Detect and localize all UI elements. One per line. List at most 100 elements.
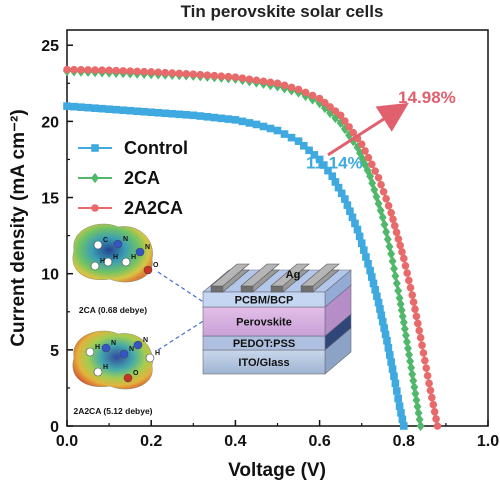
data-point: [133, 67, 141, 76]
data-point: [398, 415, 407, 424]
data-point: [252, 120, 261, 129]
data-point: [182, 69, 191, 78]
data-point: [394, 235, 403, 243]
data-point: [210, 113, 219, 122]
data-point: [388, 256, 397, 267]
legend-label-2ca: 2CA: [124, 168, 160, 188]
data-point: [394, 394, 402, 403]
data-point: [371, 286, 379, 294]
atom: [121, 257, 131, 267]
x-tick-label-4: 0.8: [393, 433, 415, 450]
y-tick-label-5: 25: [41, 38, 59, 55]
data-point: [374, 298, 383, 307]
ag-strip: [270, 263, 310, 287]
data-point: [382, 194, 390, 203]
molecule-caption-2a2ca: 2A2CA (5.12 debye): [73, 406, 152, 416]
data-point: [391, 270, 400, 282]
data-point: [259, 122, 268, 131]
layer-perovskite-label: Perovskite: [236, 317, 292, 329]
data-point: [357, 239, 366, 248]
data-point: [315, 94, 324, 103]
data-point: [196, 112, 205, 120]
data-point: [381, 330, 390, 339]
axis-ticks: 0.0 0.2 0.4 0.6 0.8 1.0 0 5 10 15 20 25: [41, 38, 499, 450]
data-point: [368, 160, 376, 169]
atom: [93, 240, 103, 250]
atom: [133, 340, 143, 350]
data-point: [387, 358, 395, 366]
data-point: [105, 66, 113, 75]
data-point: [259, 77, 268, 86]
data-point: [388, 365, 397, 373]
layer-perovskite-front: [202, 306, 326, 337]
layer-ag: Ag: [210, 263, 340, 293]
data-point: [77, 66, 85, 74]
data-point: [416, 420, 425, 432]
data-point: [396, 241, 404, 250]
data-point: [378, 212, 387, 223]
data-point: [70, 65, 78, 74]
atom: [119, 349, 129, 359]
data-point: [421, 356, 429, 365]
data-point: [245, 75, 254, 84]
data-point: [398, 248, 406, 256]
data-point: [315, 155, 324, 164]
atom-label: C: [103, 237, 108, 244]
data-point: [355, 232, 364, 241]
data-point: [416, 333, 425, 342]
data-point: [203, 71, 212, 79]
data-point: [401, 261, 410, 270]
data-point: [326, 103, 334, 111]
atom-label: H: [155, 350, 160, 357]
data-point: [273, 79, 282, 88]
data-point: [217, 72, 226, 80]
improvement-arrow: [327, 102, 409, 157]
layer-ag-label: Ag: [286, 269, 301, 281]
data-point: [305, 146, 313, 155]
data-point: [384, 201, 393, 210]
data-point: [400, 254, 408, 263]
data-point: [119, 67, 127, 75]
data-point: [91, 104, 99, 112]
data-point: [266, 78, 275, 87]
data-point: [412, 312, 421, 321]
x-tick-label-2: 0.4: [224, 433, 246, 450]
ag-strip: [240, 263, 280, 287]
data-point: [361, 147, 369, 155]
data-point: [406, 283, 415, 292]
data-point: [324, 166, 332, 175]
data-point: [395, 402, 404, 410]
data-point: [147, 108, 155, 117]
data-point: [377, 180, 385, 189]
data-point: [408, 291, 417, 299]
atom-label: H: [131, 254, 136, 261]
data-point: [294, 137, 303, 145]
data-point: [392, 387, 401, 395]
data-point: [84, 103, 92, 112]
data-point: [310, 151, 319, 159]
data-point: [98, 66, 106, 75]
data-point: [196, 70, 205, 79]
data-point: [168, 69, 177, 77]
data-point: [425, 379, 433, 388]
data-point: [369, 279, 378, 288]
ag-strip: [210, 263, 250, 287]
legend-marker-2ca: [91, 172, 99, 184]
data-point: [133, 107, 141, 116]
data-point: [105, 105, 113, 114]
data-point: [362, 253, 370, 261]
atom: [93, 367, 103, 377]
data-point: [161, 109, 170, 118]
data-point: [84, 66, 92, 74]
legend-label-control: Control: [124, 138, 188, 158]
x-tick-label-1: 0.2: [140, 433, 162, 450]
y-tick-label-4: 20: [41, 114, 59, 131]
layer-pedot-label: PEDOT:PSS: [233, 338, 295, 350]
layer-pcbm-front: [202, 291, 326, 308]
data-point: [364, 259, 372, 268]
atom: [135, 247, 145, 257]
data-point: [287, 133, 296, 142]
